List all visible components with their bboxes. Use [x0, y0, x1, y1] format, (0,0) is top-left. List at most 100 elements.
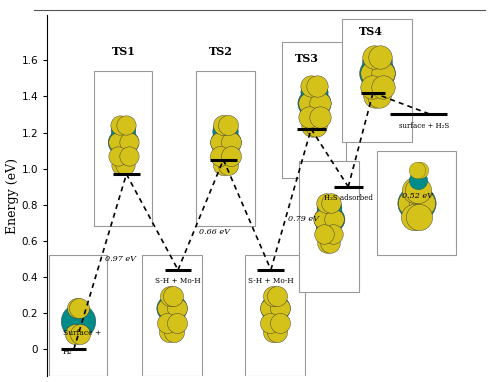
Text: TS3: TS3 [295, 53, 319, 64]
Point [168, 318, 176, 324]
Bar [282, 42, 346, 178]
Point [73, 305, 81, 311]
Y-axis label: Energy (eV): Energy (eV) [5, 158, 19, 234]
Point [76, 330, 84, 337]
Point [223, 162, 231, 168]
Point [319, 216, 327, 222]
Point [220, 162, 227, 168]
Point [313, 83, 321, 89]
Point [224, 122, 232, 128]
Point [373, 59, 381, 65]
Point [325, 206, 333, 212]
Point [414, 187, 422, 193]
Point [173, 305, 181, 311]
Point [221, 149, 229, 155]
Point [415, 214, 423, 220]
Point [329, 231, 337, 237]
Point [163, 320, 171, 326]
Point [322, 216, 330, 222]
Point [163, 305, 171, 311]
Point [166, 305, 173, 311]
Point [125, 153, 133, 159]
Point [74, 318, 82, 324]
Point [72, 330, 79, 337]
Point [269, 329, 276, 335]
Text: 0.79 eV: 0.79 eV [289, 215, 319, 223]
Point [418, 200, 426, 206]
Point [273, 329, 281, 335]
Point [171, 305, 178, 311]
Point [376, 70, 384, 76]
Text: S-H + Mo-H: S-H + Mo-H [248, 277, 294, 285]
Point [308, 123, 316, 129]
Point [227, 153, 235, 159]
Text: S-H + Mo-H: S-H + Mo-H [155, 277, 201, 285]
Point [216, 139, 224, 145]
Point [270, 293, 277, 299]
Point [368, 70, 376, 76]
Point [114, 139, 122, 145]
Text: Surface +: Surface + [63, 329, 101, 337]
Bar [342, 19, 412, 142]
Text: 0.97 eV: 0.97 eV [105, 255, 136, 263]
Point [125, 139, 133, 145]
Bar [95, 71, 152, 227]
Point [368, 84, 376, 91]
Point [122, 139, 130, 145]
Point [117, 139, 124, 145]
Point [166, 293, 174, 299]
Point [266, 320, 274, 326]
Point [375, 93, 383, 99]
Point [273, 293, 281, 299]
Point [273, 305, 281, 311]
Text: TS2: TS2 [208, 46, 232, 57]
Text: TS1: TS1 [111, 46, 135, 57]
Point [373, 81, 381, 87]
Point [370, 53, 378, 60]
Bar [299, 162, 359, 291]
Point [379, 84, 387, 91]
Point [219, 139, 226, 145]
Point [313, 100, 321, 106]
Point [122, 162, 129, 168]
Point [320, 231, 328, 237]
Point [117, 122, 124, 128]
Point [266, 305, 274, 311]
Point [171, 329, 178, 335]
Point [276, 320, 284, 326]
Point [310, 110, 318, 117]
Point [415, 200, 423, 206]
Point [371, 93, 379, 99]
Point [216, 153, 224, 159]
Point [173, 320, 181, 326]
Point [326, 240, 334, 246]
Bar [245, 256, 305, 376]
Text: TS4: TS4 [359, 26, 383, 37]
Bar [142, 256, 202, 376]
Point [322, 200, 330, 206]
Point [312, 123, 320, 129]
Text: 0.66 eV: 0.66 eV [198, 228, 230, 236]
Point [327, 200, 335, 206]
Text: H₂: H₂ [63, 348, 73, 356]
Bar [49, 256, 107, 376]
Point [310, 89, 318, 95]
Point [316, 100, 323, 106]
Point [413, 167, 421, 173]
Point [415, 176, 422, 183]
Point [331, 216, 339, 222]
Point [411, 187, 418, 193]
Point [271, 318, 279, 324]
Point [324, 227, 332, 233]
Point [117, 162, 125, 168]
Point [379, 70, 387, 76]
Point [227, 139, 235, 145]
Bar [377, 151, 456, 256]
Point [407, 200, 415, 206]
Point [410, 200, 418, 206]
Point [416, 167, 423, 173]
Point [410, 214, 418, 220]
Point [166, 329, 173, 335]
Text: H₂S adsorbed: H₂S adsorbed [324, 194, 373, 202]
Point [305, 100, 313, 106]
